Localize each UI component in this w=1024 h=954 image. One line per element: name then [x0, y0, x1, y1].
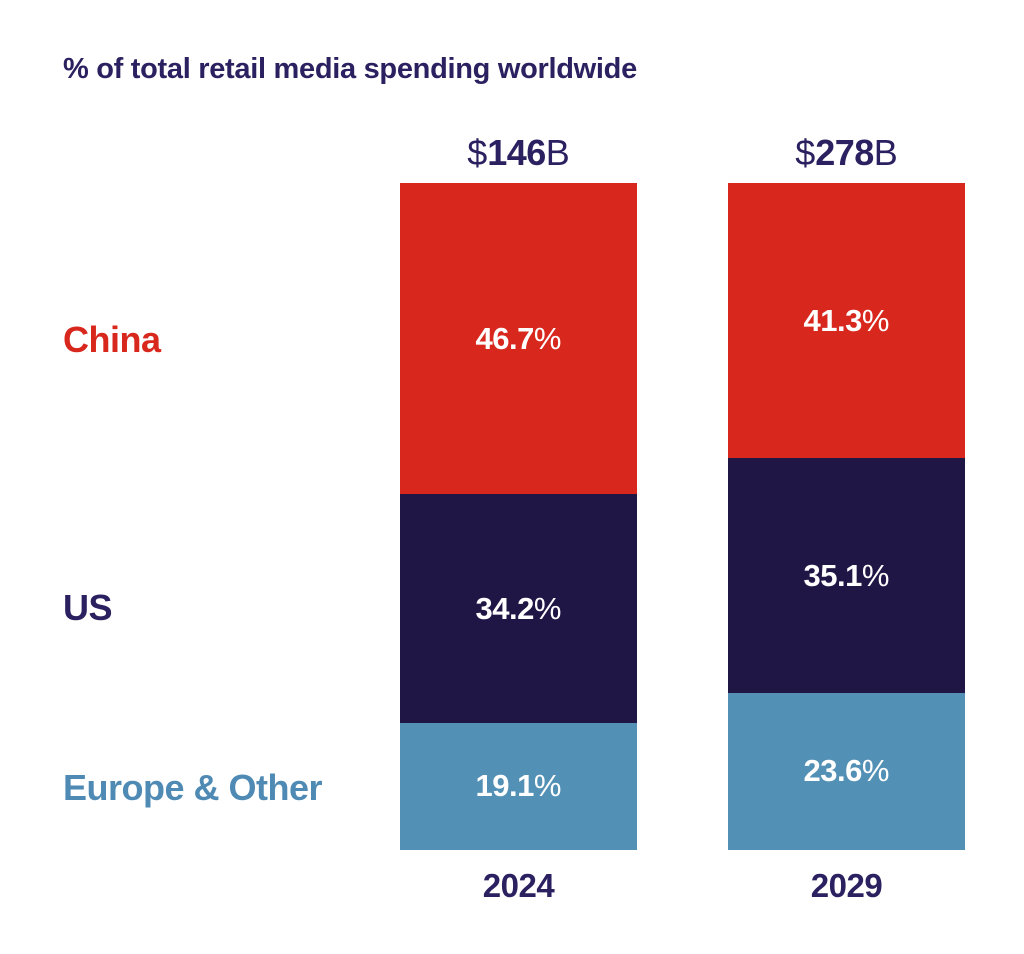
segment-value-number: 41.3 — [803, 302, 863, 338]
segment-value-china-2024: 46.7% — [476, 321, 562, 357]
segment-china-2024: 46.7% — [400, 183, 637, 495]
segment-us-2029: 35.1% — [728, 458, 965, 693]
percent-sign: % — [533, 320, 562, 356]
segment-value-china-2029: 41.3% — [804, 303, 890, 339]
total-amount: 278 — [815, 132, 874, 173]
stacked-bar-2024: 46.7% 34.2% 19.1% — [400, 183, 637, 850]
series-label-us: US — [63, 587, 113, 628]
segment-value-europe-other-2024: 19.1% — [476, 768, 562, 804]
total-amount: 146 — [487, 132, 546, 173]
percent-sign: % — [861, 302, 890, 338]
percent-sign: % — [533, 768, 562, 804]
bar-column-2029: $278 B 41.3% 35.1% 23.6% 2029 — [728, 125, 965, 908]
total-unit: B — [873, 132, 898, 173]
total-unit: B — [545, 132, 570, 173]
total-label-2024: $146 B — [400, 125, 637, 183]
segment-europe-other-2024: 19.1% — [400, 722, 637, 850]
total-currency: $ — [467, 132, 488, 173]
segment-value-number: 35.1 — [803, 557, 863, 593]
segment-value-number: 19.1 — [475, 768, 535, 804]
total-label-2029: $278 B — [728, 125, 965, 183]
segment-value-europe-other-2029: 23.6% — [804, 753, 890, 789]
stacked-bar-2029: 41.3% 35.1% 23.6% — [728, 183, 965, 850]
segment-europe-other-2029: 23.6% — [728, 692, 965, 850]
segment-us-2024: 34.2% — [400, 494, 637, 723]
segment-value-us-2024: 34.2% — [476, 591, 562, 627]
percent-sign: % — [533, 590, 562, 626]
series-label-china: China — [63, 319, 161, 360]
series-label-europe-other: Europe & Other — [63, 767, 323, 808]
percent-sign: % — [861, 753, 890, 789]
segment-china-2029: 41.3% — [728, 183, 965, 459]
segment-value-number: 46.7 — [475, 320, 535, 356]
category-label-2024: 2024 — [482, 867, 555, 904]
segment-value-number: 34.2 — [475, 590, 535, 626]
chart-title: % of total retail media spending worldwi… — [63, 53, 637, 85]
bar-column-2024: $146 B 46.7% 34.2% 19.1% 2024 — [400, 125, 637, 908]
segment-value-number: 23.6 — [803, 753, 863, 789]
percent-sign: % — [861, 557, 890, 593]
segment-value-us-2029: 35.1% — [804, 558, 890, 594]
total-currency: $ — [795, 132, 816, 173]
category-label-2029: 2029 — [810, 867, 883, 904]
